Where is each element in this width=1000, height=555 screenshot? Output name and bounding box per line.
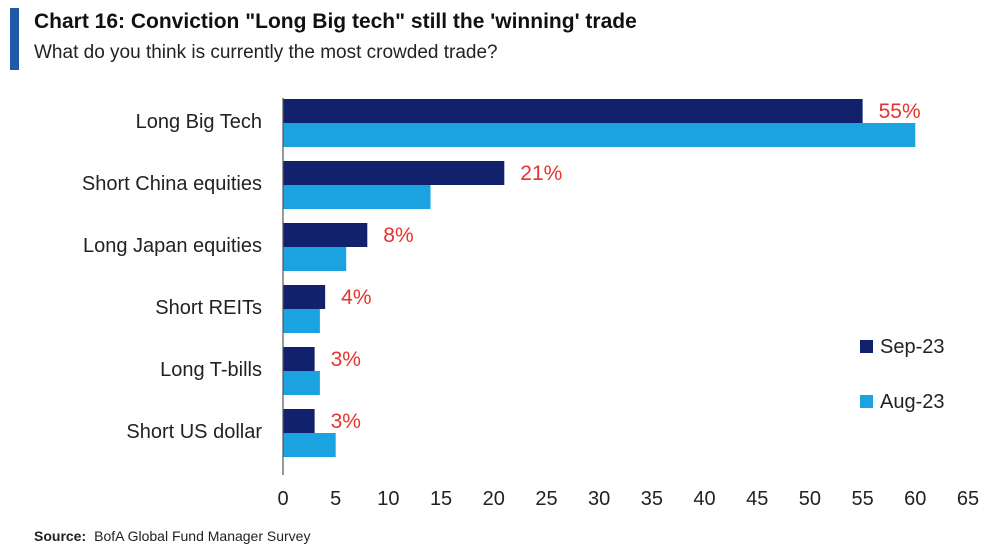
- bar-sep23: [283, 285, 326, 309]
- x-tick-label: 50: [799, 488, 821, 510]
- x-tick-label: 5: [330, 488, 341, 510]
- bar-chart: Long Big Tech 55% Short China equities 21% L…: [82, 98, 979, 510]
- x-tick-label: 60: [904, 488, 926, 510]
- data-label: 3%: [331, 410, 361, 433]
- category-label: Long T-bills: [160, 359, 262, 381]
- x-tick-label: 35: [641, 488, 663, 510]
- bar-aug23: [283, 247, 347, 271]
- chart-subtitle: What do you think is currently the most …: [34, 42, 498, 63]
- bar-sep23: [283, 409, 315, 433]
- source-text: BofA Global Fund Manager Survey: [94, 528, 311, 544]
- bar-aug23: [283, 309, 320, 333]
- category-label: Short REITs: [155, 297, 262, 319]
- bar-sep23: [283, 99, 863, 123]
- category-label: Long Japan equities: [83, 235, 262, 257]
- legend-swatch: [860, 395, 873, 408]
- x-tick-label: 15: [430, 488, 452, 510]
- data-label: 21%: [520, 162, 562, 185]
- bar-sep23: [283, 223, 368, 247]
- bar-aug23: [283, 433, 336, 457]
- data-label: 55%: [879, 100, 921, 123]
- category-label: Short US dollar: [126, 421, 262, 443]
- data-label: 4%: [341, 286, 371, 309]
- bar-aug23: [283, 371, 320, 395]
- x-tick-label: 0: [277, 488, 288, 510]
- x-tick-label: 10: [377, 488, 399, 510]
- x-tick-label: 45: [746, 488, 768, 510]
- x-tick-label: 65: [957, 488, 979, 510]
- bar-aug23: [283, 123, 916, 147]
- title-accent-bar: [10, 8, 19, 70]
- bar-sep23: [283, 161, 505, 185]
- category-label: Long Big Tech: [136, 111, 262, 133]
- data-label: 8%: [383, 224, 413, 247]
- x-tick-label: 40: [693, 488, 715, 510]
- legend-swatch: [860, 340, 873, 353]
- legend-label: Sep-23: [880, 336, 945, 358]
- x-tick-label: 55: [851, 488, 873, 510]
- bar-sep23: [283, 347, 315, 371]
- data-label: 3%: [331, 348, 361, 371]
- x-tick-label: 25: [535, 488, 557, 510]
- category-label: Short China equities: [82, 173, 262, 195]
- bar-aug23: [283, 185, 431, 209]
- source-label: Source:: [34, 528, 87, 544]
- legend-label: Aug-23: [880, 391, 945, 413]
- source-note: Source: BofA Global Fund Manager Survey: [34, 528, 310, 544]
- chart-title: Chart 16: Conviction "Long Big tech" sti…: [34, 10, 637, 33]
- x-tick-label: 20: [483, 488, 505, 510]
- x-tick-label: 30: [588, 488, 610, 510]
